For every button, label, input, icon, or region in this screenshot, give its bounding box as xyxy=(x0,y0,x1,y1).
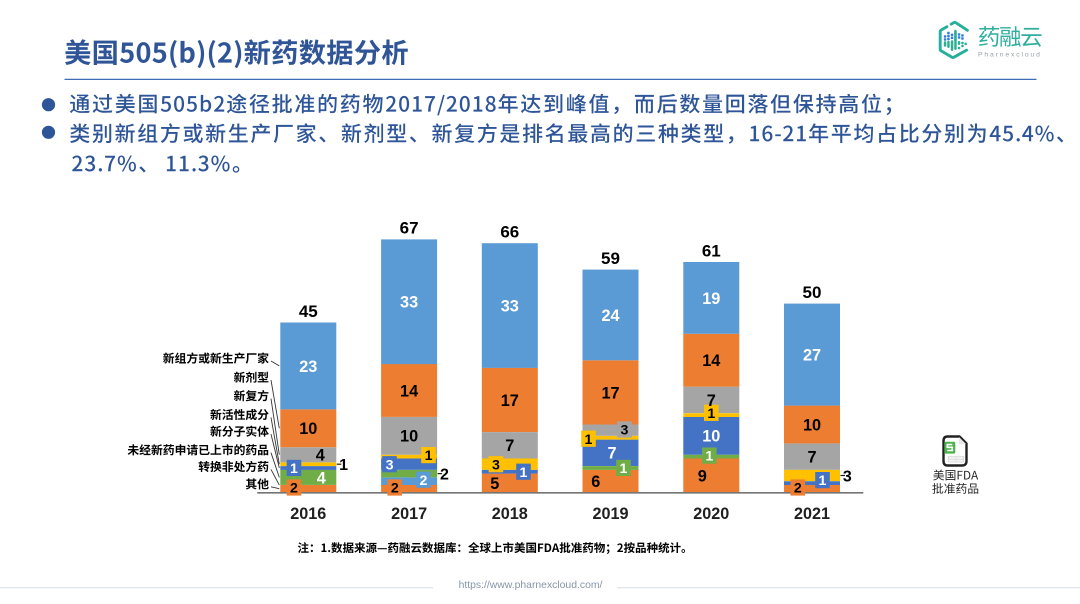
svg-text:10: 10 xyxy=(400,428,418,446)
svg-text:3: 3 xyxy=(621,423,629,439)
svg-text:2: 2 xyxy=(290,481,298,497)
svg-text:2018: 2018 xyxy=(492,505,528,523)
svg-text:19: 19 xyxy=(702,290,720,308)
svg-text:2020: 2020 xyxy=(693,505,729,523)
svg-text:2: 2 xyxy=(440,466,449,483)
svg-text:7: 7 xyxy=(505,437,514,455)
svg-text:1: 1 xyxy=(707,406,715,422)
svg-text:6: 6 xyxy=(591,473,600,491)
svg-text:24: 24 xyxy=(601,307,619,325)
svg-text:Pharnexcloud: Pharnexcloud xyxy=(978,52,1042,59)
svg-text:61: 61 xyxy=(702,241,721,260)
svg-text:1: 1 xyxy=(705,449,713,465)
svg-text:7: 7 xyxy=(607,445,616,463)
svg-text:1: 1 xyxy=(585,432,593,448)
svg-text:2: 2 xyxy=(391,481,399,497)
svg-text:7: 7 xyxy=(707,392,716,410)
svg-text:10: 10 xyxy=(803,416,821,434)
svg-text:1: 1 xyxy=(290,461,298,477)
svg-text:23: 23 xyxy=(299,358,317,376)
svg-text:17: 17 xyxy=(601,384,619,402)
svg-text:1: 1 xyxy=(520,465,528,481)
svg-text:59: 59 xyxy=(601,249,620,268)
svg-text:7: 7 xyxy=(807,449,816,467)
svg-text:1: 1 xyxy=(339,457,348,474)
svg-text:https://www.pharnexcloud.com/: https://www.pharnexcloud.com/ xyxy=(459,580,603,591)
svg-text:2021: 2021 xyxy=(794,505,830,523)
svg-text:3: 3 xyxy=(492,457,500,473)
svg-text:1: 1 xyxy=(819,473,827,489)
svg-text:3: 3 xyxy=(843,468,852,485)
svg-text:33: 33 xyxy=(400,294,418,312)
svg-text:2: 2 xyxy=(794,481,802,497)
svg-text:5: 5 xyxy=(490,475,499,493)
svg-text:67: 67 xyxy=(400,219,419,238)
svg-text:45: 45 xyxy=(299,302,318,321)
svg-text:4: 4 xyxy=(316,447,325,465)
svg-text:66: 66 xyxy=(500,223,519,242)
svg-text:1: 1 xyxy=(620,461,628,477)
svg-text:10: 10 xyxy=(702,428,720,446)
svg-text:10: 10 xyxy=(299,420,317,438)
svg-text:3: 3 xyxy=(386,457,394,473)
svg-text:2016: 2016 xyxy=(290,505,326,523)
svg-text:4: 4 xyxy=(317,469,326,487)
svg-text:33: 33 xyxy=(501,297,519,315)
svg-text:14: 14 xyxy=(400,382,418,400)
svg-text:14: 14 xyxy=(702,352,720,370)
svg-text:9: 9 xyxy=(698,467,707,485)
svg-text:50: 50 xyxy=(803,283,822,302)
svg-text:2019: 2019 xyxy=(592,505,628,523)
svg-text:2017: 2017 xyxy=(391,505,427,523)
svg-text:2: 2 xyxy=(419,473,427,489)
svg-text:17: 17 xyxy=(501,392,519,410)
svg-text:1: 1 xyxy=(425,448,433,464)
svg-text:27: 27 xyxy=(803,347,821,365)
